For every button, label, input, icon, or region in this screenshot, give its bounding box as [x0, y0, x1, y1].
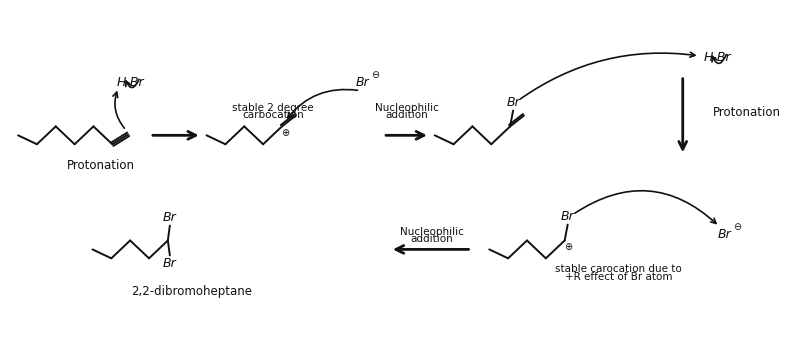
Text: addition: addition: [410, 234, 453, 245]
Text: +R effect of Br atom: +R effect of Br atom: [565, 272, 672, 282]
Text: H-Br: H-Br: [704, 51, 731, 64]
Text: Br: Br: [163, 211, 177, 224]
Text: $\ominus$: $\ominus$: [370, 69, 380, 80]
Text: Protonation: Protonation: [66, 159, 134, 172]
Text: $\oplus$: $\oplus$: [564, 241, 574, 252]
Text: addition: addition: [386, 111, 428, 120]
Text: 2,2-dibromoheptane: 2,2-dibromoheptane: [131, 285, 252, 297]
Text: Br: Br: [561, 210, 574, 223]
Text: $\ominus$: $\ominus$: [733, 221, 742, 232]
Text: Br: Br: [506, 96, 520, 109]
Text: Br: Br: [355, 76, 369, 89]
Text: Br: Br: [163, 257, 177, 270]
Text: stable 2 degree: stable 2 degree: [232, 103, 314, 113]
Text: H-Br: H-Br: [116, 76, 144, 89]
Text: $\oplus$: $\oplus$: [282, 127, 290, 138]
Text: stable carocation due to: stable carocation due to: [555, 264, 682, 274]
Text: carbocation: carbocation: [242, 111, 304, 120]
Text: Protonation: Protonation: [714, 106, 782, 119]
Text: Nucleophilic: Nucleophilic: [400, 226, 464, 237]
Text: Br: Br: [718, 228, 731, 241]
Text: Nucleophilic: Nucleophilic: [375, 103, 439, 113]
